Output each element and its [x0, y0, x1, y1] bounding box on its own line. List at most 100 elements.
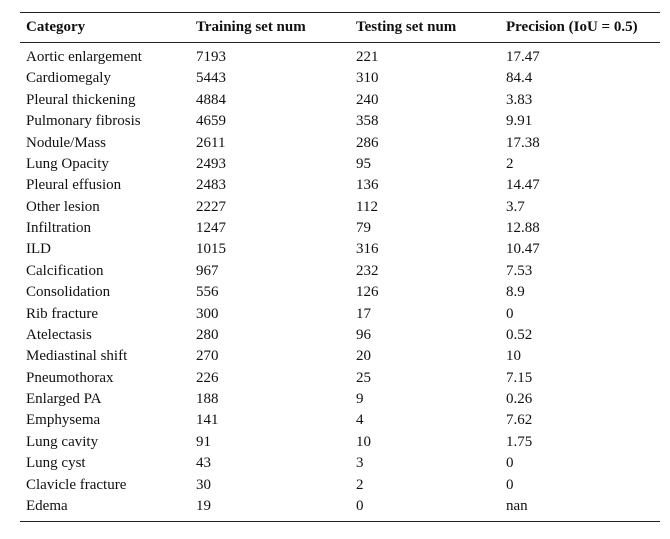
- cell-precision: 0.26: [500, 389, 660, 410]
- cell-testing: 96: [350, 325, 500, 346]
- cell-precision: 0: [500, 474, 660, 495]
- table-row: Pleural effusion248313614.47: [20, 175, 660, 196]
- cell-training: 556: [190, 282, 350, 303]
- cell-testing: 2: [350, 474, 500, 495]
- cell-precision: 0: [500, 303, 660, 324]
- cell-category: Enlarged PA: [20, 389, 190, 410]
- col-header-training: Training set num: [190, 13, 350, 43]
- cell-testing: 10: [350, 432, 500, 453]
- cell-category: Lung cavity: [20, 432, 190, 453]
- table-row: Enlarged PA18890.26: [20, 389, 660, 410]
- table-row: Lung cyst4330: [20, 453, 660, 474]
- table-row: Clavicle fracture3020: [20, 474, 660, 495]
- table-row: Rib fracture300170: [20, 303, 660, 324]
- cell-precision: 3.83: [500, 90, 660, 111]
- table-row: Other lesion22271123.7: [20, 196, 660, 217]
- cell-testing: 95: [350, 154, 500, 175]
- table-row: Consolidation5561268.9: [20, 282, 660, 303]
- cell-precision: 8.9: [500, 282, 660, 303]
- table-row: Calcification9672327.53: [20, 261, 660, 282]
- cell-precision: 14.47: [500, 175, 660, 196]
- cell-testing: 286: [350, 132, 500, 153]
- table-body: Aortic enlargement719322117.47 Cardiomeg…: [20, 43, 660, 522]
- cell-training: 300: [190, 303, 350, 324]
- cell-category: Nodule/Mass: [20, 132, 190, 153]
- cell-training: 91: [190, 432, 350, 453]
- cell-testing: 310: [350, 68, 500, 89]
- cell-training: 19: [190, 496, 350, 522]
- cell-training: 188: [190, 389, 350, 410]
- cell-testing: 232: [350, 261, 500, 282]
- cell-category: Pneumothorax: [20, 367, 190, 388]
- cell-category: Calcification: [20, 261, 190, 282]
- table-row: Aortic enlargement719322117.47: [20, 43, 660, 69]
- cell-category: Other lesion: [20, 196, 190, 217]
- cell-testing: 221: [350, 43, 500, 69]
- cell-training: 2493: [190, 154, 350, 175]
- cell-training: 280: [190, 325, 350, 346]
- cell-testing: 20: [350, 346, 500, 367]
- cell-precision: 17.38: [500, 132, 660, 153]
- cell-precision: 0.52: [500, 325, 660, 346]
- cell-testing: 136: [350, 175, 500, 196]
- data-table: Category Training set num Testing set nu…: [20, 12, 660, 522]
- cell-testing: 112: [350, 196, 500, 217]
- cell-category: Mediastinal shift: [20, 346, 190, 367]
- cell-testing: 3: [350, 453, 500, 474]
- cell-training: 2483: [190, 175, 350, 196]
- cell-precision: 17.47: [500, 43, 660, 69]
- cell-precision: 12.88: [500, 218, 660, 239]
- cell-precision: 0: [500, 453, 660, 474]
- cell-precision: 3.7: [500, 196, 660, 217]
- table-row: Infiltration12477912.88: [20, 218, 660, 239]
- cell-category: Rib fracture: [20, 303, 190, 324]
- cell-precision: 7.62: [500, 410, 660, 431]
- cell-testing: 9: [350, 389, 500, 410]
- table-row: Emphysema14147.62: [20, 410, 660, 431]
- cell-category: Cardiomegaly: [20, 68, 190, 89]
- cell-training: 7193: [190, 43, 350, 69]
- cell-category: Lung Opacity: [20, 154, 190, 175]
- cell-training: 1015: [190, 239, 350, 260]
- cell-testing: 79: [350, 218, 500, 239]
- cell-category: Infiltration: [20, 218, 190, 239]
- table-row: Cardiomegaly544331084.4: [20, 68, 660, 89]
- cell-training: 30: [190, 474, 350, 495]
- cell-training: 5443: [190, 68, 350, 89]
- table-header-row: Category Training set num Testing set nu…: [20, 13, 660, 43]
- table-row: ILD101531610.47: [20, 239, 660, 260]
- cell-testing: 25: [350, 367, 500, 388]
- cell-category: Atelectasis: [20, 325, 190, 346]
- cell-category: Clavicle fracture: [20, 474, 190, 495]
- table-row: Atelectasis280960.52: [20, 325, 660, 346]
- cell-precision: 84.4: [500, 68, 660, 89]
- cell-training: 270: [190, 346, 350, 367]
- cell-training: 2227: [190, 196, 350, 217]
- table-row: Pneumothorax226257.15: [20, 367, 660, 388]
- cell-testing: 358: [350, 111, 500, 132]
- table-row: Pulmonary fibrosis46593589.91: [20, 111, 660, 132]
- cell-precision: 2: [500, 154, 660, 175]
- cell-training: 141: [190, 410, 350, 431]
- cell-training: 4659: [190, 111, 350, 132]
- cell-precision: nan: [500, 496, 660, 522]
- cell-precision: 10.47: [500, 239, 660, 260]
- cell-training: 43: [190, 453, 350, 474]
- table-row: Mediastinal shift2702010: [20, 346, 660, 367]
- cell-training: 4884: [190, 90, 350, 111]
- table-row: Nodule/Mass261128617.38: [20, 132, 660, 153]
- cell-precision: 9.91: [500, 111, 660, 132]
- cell-category: ILD: [20, 239, 190, 260]
- table-row: Lung cavity91101.75: [20, 432, 660, 453]
- cell-precision: 7.15: [500, 367, 660, 388]
- cell-testing: 4: [350, 410, 500, 431]
- cell-precision: 1.75: [500, 432, 660, 453]
- cell-category: Pulmonary fibrosis: [20, 111, 190, 132]
- cell-testing: 17: [350, 303, 500, 324]
- cell-training: 967: [190, 261, 350, 282]
- cell-training: 1247: [190, 218, 350, 239]
- col-header-precision: Precision (IoU = 0.5): [500, 13, 660, 43]
- cell-testing: 126: [350, 282, 500, 303]
- cell-category: Emphysema: [20, 410, 190, 431]
- cell-training: 226: [190, 367, 350, 388]
